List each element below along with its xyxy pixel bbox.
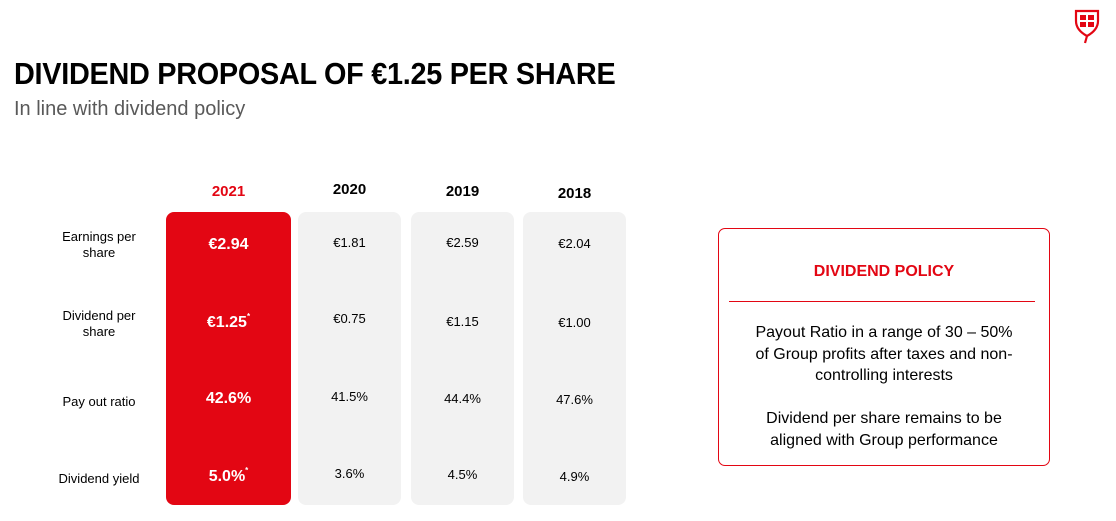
dividend-policy-box: DIVIDEND POLICY Payout Ratio in a range … [718, 228, 1050, 466]
value-cell: 4.5% [447, 467, 478, 482]
year-header-2018: 2018 [557, 185, 592, 202]
row-label-payout-ratio: Pay out ratio [62, 394, 136, 409]
column-2020: €1.81 €0.75 41.5% 3.6% [298, 212, 401, 505]
column-2018: €2.04 €1.00 47.6% 4.9% [523, 212, 626, 505]
row-label-dividend-yield: Dividend yield [58, 471, 140, 486]
value-cell: 3.6% [334, 466, 365, 481]
value-cell: €0.75 [333, 311, 366, 326]
page-title: DIVIDEND PROPOSAL OF €1.25 PER SHARE [14, 56, 616, 91]
year-header-2020: 2020 [332, 181, 367, 198]
value-cell: €1.15 [446, 314, 479, 329]
year-header-2021: 2021 [211, 183, 246, 200]
value-cell: €1.00 [558, 315, 591, 330]
row-label-dividend-per-share: Dividend per share [62, 308, 136, 339]
policy-paragraph-payout: Payout Ratio in a range of 30 – 50% of G… [755, 324, 1013, 384]
policy-title: DIVIDEND POLICY [813, 263, 955, 280]
value-cell: 42.6% [205, 390, 252, 407]
column-2019: €2.59 €1.15 44.4% 4.5% [411, 212, 514, 505]
value-cell: €1.25* [206, 312, 251, 331]
value-cell: 44.4% [444, 391, 481, 406]
value-cell: 5.0%* [208, 466, 249, 485]
row-label-earnings-per-share: Earnings per share [62, 229, 136, 260]
value-cell: 47.6% [556, 392, 593, 407]
year-header-2019: 2019 [445, 183, 480, 200]
value-cell: €1.81 [333, 235, 366, 250]
policy-paragraph-alignment: Dividend per share remains to be aligned… [766, 410, 1002, 449]
policy-divider [729, 301, 1035, 302]
shield-logo-icon [1074, 9, 1100, 44]
value-cell: €2.94 [208, 236, 249, 253]
page-subtitle: In line with dividend policy [14, 98, 246, 120]
value-cell: €2.04 [558, 236, 591, 251]
value-cell: 41.5% [331, 389, 368, 404]
value-cell: 4.9% [559, 469, 590, 484]
value-cell: €2.59 [446, 235, 479, 250]
column-2021: €2.94 €1.25* 42.6% 5.0%* [166, 212, 291, 505]
